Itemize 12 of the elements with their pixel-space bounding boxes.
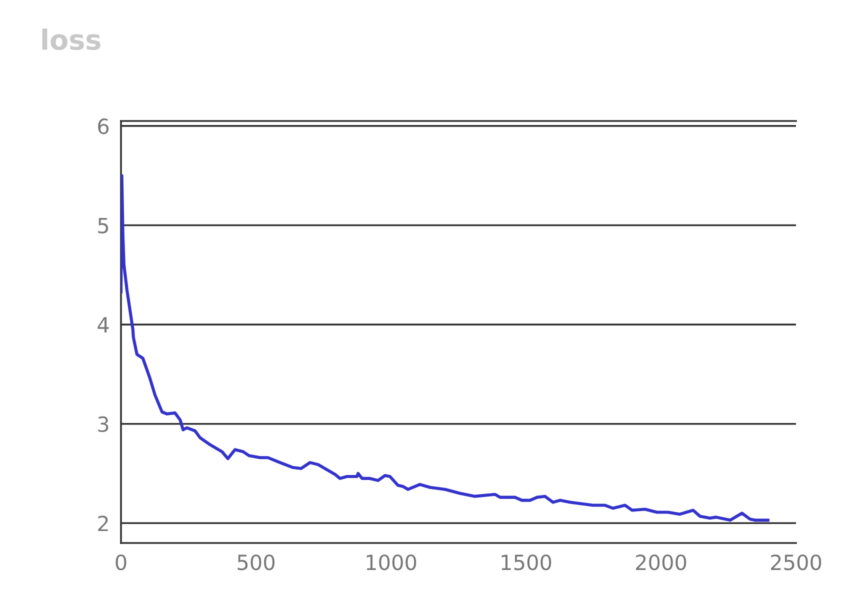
y-tick-label: 3 — [98, 416, 108, 432]
y-tick-label: 5 — [98, 218, 108, 234]
x-tick-label: 1000 — [366, 554, 416, 570]
y-tick-label: 4 — [98, 317, 109, 332]
x-tick-label: 2500 — [771, 554, 822, 570]
x-tick-label: 1500 — [502, 554, 552, 570]
y-tick-label: 2 — [98, 516, 108, 532]
y-tick-label: 6 — [98, 118, 109, 134]
x-tick-label: 2000 — [636, 554, 686, 570]
x-tick-label: 0 — [116, 554, 126, 570]
x-tick-label: 500 — [238, 554, 274, 570]
line-series — [121, 174, 770, 522]
